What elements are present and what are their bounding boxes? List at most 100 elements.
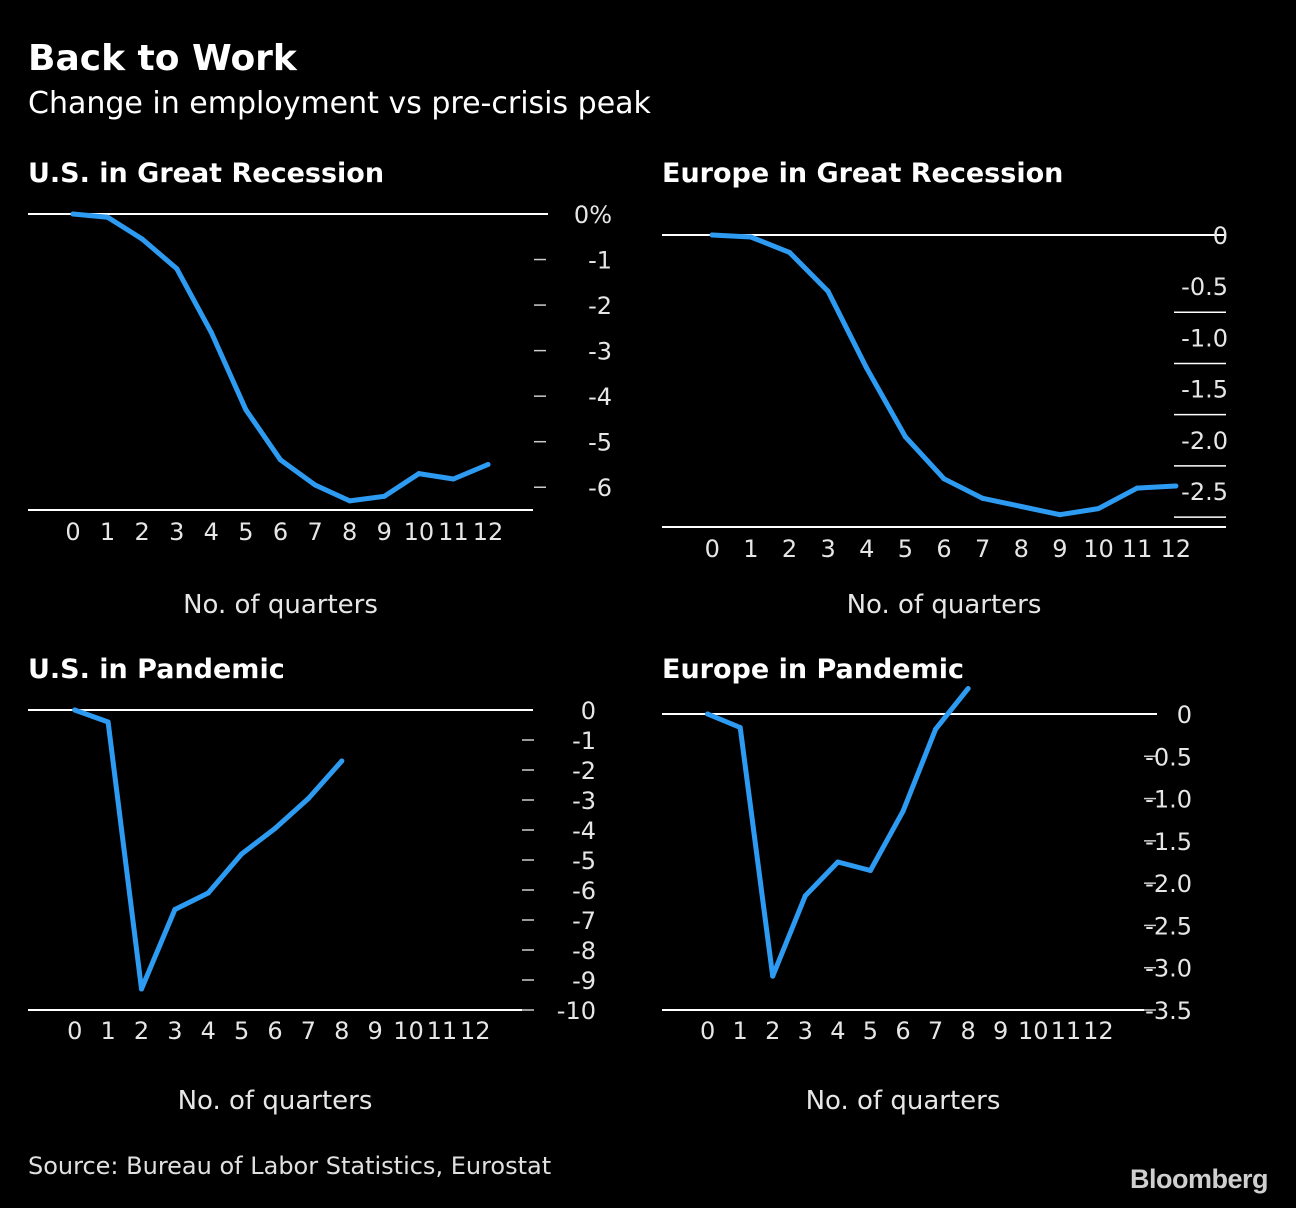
y-tick-label: -3 [572, 787, 596, 815]
x-tick-label: 5 [238, 518, 253, 546]
y-tick-label: 0% [574, 201, 612, 229]
data-point [305, 796, 311, 801]
x-tick-label: 7 [975, 535, 990, 563]
data-point [138, 986, 144, 992]
x-tick-label: 2 [134, 1017, 149, 1045]
y-tick-label: -2 [572, 757, 596, 785]
data-point [347, 498, 353, 504]
x-tick-label: 9 [1052, 535, 1067, 563]
data-point [72, 707, 78, 713]
chart-svg: 0-1-2-3-4-5-6-7-8-9-100 1 2 3 4 5 6 7 8 9 10 11 12No… [28, 697, 596, 1116]
x-tick-label: 11 [438, 518, 469, 546]
x-tick-label: 3 [167, 1017, 182, 1045]
data-point [825, 288, 831, 294]
data-point [174, 266, 180, 272]
x-tick-label: 0 [67, 1017, 82, 1045]
data-point [205, 890, 211, 896]
data-point [867, 867, 873, 873]
data-point [208, 329, 214, 335]
data-point [770, 973, 776, 979]
y-tick-label: -10 [557, 997, 596, 1025]
y-tick-label: -1 [572, 727, 596, 755]
x-tick-label: 10 [1018, 1017, 1049, 1045]
x-tick-label: 1 [100, 518, 115, 546]
y-tick-label: -0.5 [1181, 273, 1228, 301]
x-tick-label: 6 [273, 518, 288, 546]
x-tick-label: 1 [743, 535, 758, 563]
y-tick-label: -6 [572, 877, 596, 905]
y-tick-label: -1.0 [1181, 324, 1228, 352]
y-tick-label: -2.0 [1181, 427, 1228, 455]
x-tick-label: 12 [460, 1017, 491, 1045]
y-tick-label: -5 [572, 847, 596, 875]
x-tick-label: 7 [307, 518, 322, 546]
x-tick-label: 4 [201, 1017, 216, 1045]
x-axis-label: No. of quarters [183, 590, 378, 620]
x-tick-label: 6 [267, 1017, 282, 1045]
x-tick-label: 0 [65, 518, 80, 546]
data-point [243, 407, 249, 413]
x-tick-label: 3 [169, 518, 184, 546]
x-axis-label: No. of quarters [806, 1086, 1001, 1116]
y-tick-label: 0 [1213, 222, 1228, 250]
x-tick-label: 12 [1161, 535, 1192, 563]
data-point [941, 476, 947, 482]
y-tick-label: -5 [588, 429, 612, 457]
x-tick-label: 7 [928, 1017, 943, 1045]
x-tick-label: 6 [936, 535, 951, 563]
y-tick-label: -0.5 [1145, 743, 1192, 771]
y-tick-label: 0 [581, 697, 596, 725]
data-point [272, 826, 278, 831]
series-line [709, 232, 1179, 518]
x-tick-label: 9 [993, 1017, 1008, 1045]
data-point [312, 482, 318, 488]
chart-subtitle: Change in employment vs pre-crisis peak [28, 86, 651, 121]
x-tick-label: 11 [1051, 1017, 1082, 1045]
data-point [339, 758, 345, 764]
x-tick-label: 7 [301, 1017, 316, 1045]
x-tick-label: 3 [798, 1017, 813, 1045]
data-point [278, 457, 283, 463]
data-point [485, 461, 491, 467]
data-point [1134, 485, 1140, 491]
data-point [965, 686, 971, 692]
x-tick-label: 8 [960, 1017, 975, 1045]
data-point [105, 214, 111, 220]
chart-svg: 0-0.5-1.0-1.5-2.0-2.5-3.0-3.50 1 2 3 4 5 6 7 8 9 1… [662, 686, 1192, 1116]
panel-title: Europe in Pandemic [662, 654, 964, 685]
data-point [139, 236, 145, 242]
data-point [1096, 506, 1102, 512]
y-tick-label: -8 [572, 937, 596, 965]
x-tick-label: 4 [830, 1017, 845, 1045]
data-point [864, 365, 870, 371]
x-tick-label: 8 [342, 518, 357, 546]
y-tick-label: -1.5 [1145, 828, 1192, 856]
data-point [737, 725, 743, 731]
y-tick-label: -9 [572, 967, 596, 995]
panel-title: U.S. in Pandemic [28, 654, 285, 685]
x-tick-label: 6 [895, 1017, 910, 1045]
x-tick-label: 12 [1083, 1017, 1114, 1045]
data-point [835, 859, 841, 865]
y-tick-label: -7 [572, 907, 596, 935]
y-tick-label: -2.5 [1145, 912, 1192, 940]
x-tick-label: 5 [863, 1017, 878, 1045]
data-point [172, 907, 178, 912]
x-axis-label: No. of quarters [178, 1086, 373, 1116]
data-point [980, 495, 986, 501]
data-point [105, 719, 111, 725]
x-tick-label: 0 [705, 535, 720, 563]
x-tick-label: 4 [204, 518, 219, 546]
bloomberg-logo: Bloomberg [1129, 1164, 1269, 1194]
x-tick-label: 1 [100, 1017, 115, 1045]
y-tick-label: -2.5 [1181, 478, 1228, 506]
series-line [72, 707, 345, 992]
data-point [900, 808, 906, 814]
x-tick-label: 8 [1014, 535, 1029, 563]
panel-europe-great-recession: 0 -0.5 -1.0 -1.5 -2.0 -2.5 0 1 2 3 4 5 6 7 8 9 10 11 12 No.… [662, 158, 1296, 654]
x-tick-label: 5 [234, 1017, 249, 1045]
chart-title: Back to Work [28, 38, 297, 79]
data-point [1173, 483, 1179, 489]
x-tick-label: 8 [334, 1017, 349, 1045]
